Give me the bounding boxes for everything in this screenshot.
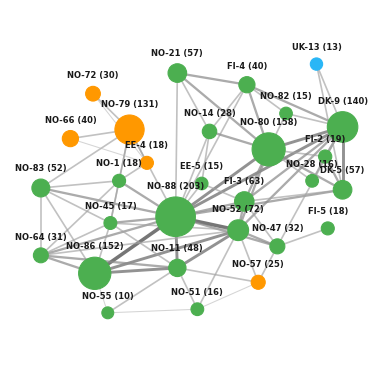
Circle shape (228, 220, 249, 241)
Circle shape (86, 86, 100, 101)
Circle shape (140, 156, 153, 169)
Circle shape (306, 174, 318, 187)
Circle shape (251, 275, 265, 289)
Text: NO-82 (15): NO-82 (15) (260, 92, 312, 101)
Text: NO-55 (10): NO-55 (10) (82, 292, 134, 301)
Text: NO-14 (28): NO-14 (28) (184, 109, 235, 118)
Circle shape (156, 197, 196, 236)
Text: NO-57 (25): NO-57 (25) (232, 260, 284, 269)
Text: NO-45 (17): NO-45 (17) (85, 201, 136, 211)
Text: NO-64 (31): NO-64 (31) (15, 233, 67, 242)
Text: EE-4 (18): EE-4 (18) (125, 141, 168, 150)
Circle shape (62, 131, 78, 147)
Text: NO-47 (32): NO-47 (32) (252, 224, 303, 233)
Circle shape (321, 222, 334, 235)
Text: NO-51 (16): NO-51 (16) (171, 288, 223, 297)
Text: NO-21 (57): NO-21 (57) (152, 49, 203, 58)
Circle shape (235, 192, 254, 211)
Circle shape (32, 179, 50, 197)
Circle shape (239, 77, 255, 93)
Text: NO-28 (16): NO-28 (16) (286, 160, 338, 168)
Text: NO-52 (72): NO-52 (72) (212, 205, 264, 214)
Circle shape (333, 181, 352, 199)
Circle shape (169, 259, 186, 277)
Text: FI-3 (63): FI-3 (63) (224, 177, 265, 186)
Text: NO-88 (203): NO-88 (203) (147, 182, 204, 191)
Text: DK-9 (140): DK-9 (140) (318, 97, 368, 106)
Text: DK-5 (57): DK-5 (57) (320, 166, 365, 175)
Text: FI-2 (19): FI-2 (19) (305, 135, 345, 144)
Text: FI-5 (18): FI-5 (18) (308, 207, 348, 216)
Circle shape (168, 64, 186, 82)
Circle shape (327, 112, 358, 142)
Text: NO-1 (18): NO-1 (18) (96, 159, 142, 168)
Circle shape (280, 107, 292, 120)
Circle shape (104, 217, 117, 229)
Circle shape (115, 115, 144, 144)
Circle shape (113, 174, 125, 187)
Text: NO-80 (158): NO-80 (158) (240, 118, 298, 127)
Text: NO-72 (30): NO-72 (30) (67, 72, 119, 80)
Circle shape (270, 239, 285, 254)
Circle shape (310, 58, 323, 70)
Circle shape (191, 303, 204, 316)
Text: NO-79 (131): NO-79 (131) (101, 100, 158, 109)
Text: FI-4 (40): FI-4 (40) (227, 62, 267, 71)
Circle shape (202, 124, 217, 139)
Circle shape (252, 133, 285, 166)
Text: NO-66 (40): NO-66 (40) (44, 116, 96, 124)
Circle shape (33, 248, 48, 263)
Text: NO-83 (52): NO-83 (52) (15, 164, 67, 173)
Circle shape (102, 307, 114, 319)
Circle shape (196, 177, 208, 190)
Text: UK-13 (13): UK-13 (13) (291, 43, 341, 52)
Text: EE-5 (15): EE-5 (15) (180, 162, 223, 171)
Circle shape (319, 150, 332, 163)
Text: NO-86 (152): NO-86 (152) (66, 242, 124, 251)
Circle shape (78, 257, 111, 290)
Text: NO-11 (48): NO-11 (48) (152, 244, 203, 253)
